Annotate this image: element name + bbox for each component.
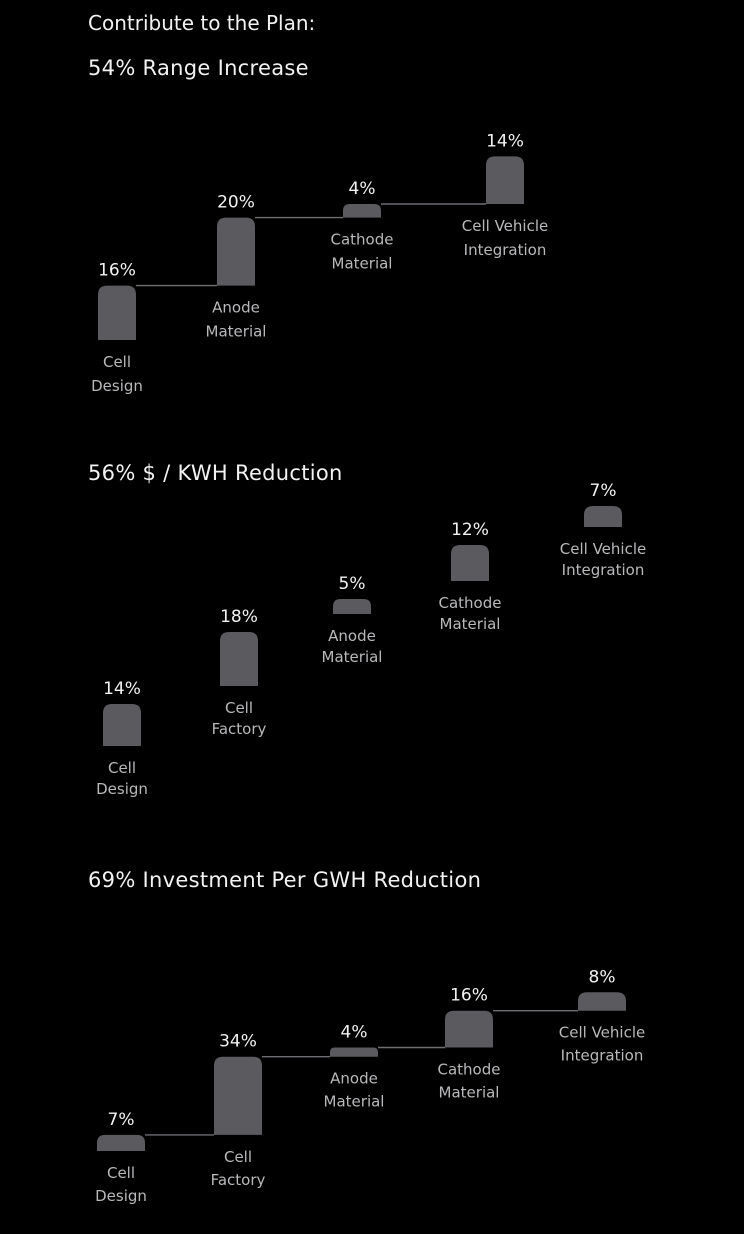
bar-cell-vehicle-integration xyxy=(584,506,622,527)
value-label-cathode-material: 4% xyxy=(349,179,376,199)
bar-cell-design xyxy=(103,704,141,746)
value-label-anode-material: 20% xyxy=(217,193,255,213)
category-label-cell-vehicle-integration: Cell Vehicle xyxy=(559,1024,645,1042)
category-label-cathode-material: Material xyxy=(332,255,393,273)
category-label-cell-factory: Cell xyxy=(225,699,253,717)
category-label-cell-design: Design xyxy=(95,1187,147,1205)
value-label-cell-vehicle-integration: 14% xyxy=(486,131,524,151)
value-label-cell-vehicle-integration: 8% xyxy=(589,967,616,987)
value-label-cell-design: 16% xyxy=(98,261,136,281)
value-label-cell-design: 14% xyxy=(103,679,141,699)
value-label-cathode-material: 12% xyxy=(451,520,489,540)
category-label-anode-material: Anode xyxy=(328,627,376,645)
category-label-cell-design: Cell xyxy=(107,1164,135,1182)
category-label-cell-factory: Factory xyxy=(212,720,267,738)
category-label-cell-vehicle-integration: Integration xyxy=(561,1047,644,1065)
range-increase-chart: 16% Cell Design 20% Anode Material 4% Cathode Ma… xyxy=(91,131,548,395)
category-label-cell-design: Cell xyxy=(108,759,136,777)
bar-cathode-material xyxy=(343,204,381,218)
bar-cell-design xyxy=(98,285,136,340)
category-label-anode-material: Material xyxy=(206,323,267,341)
bar-anode-material xyxy=(217,217,255,286)
category-label-cathode-material: Cathode xyxy=(331,231,394,249)
bar-anode-material xyxy=(330,1047,378,1057)
page-heading: Contribute to the Plan: xyxy=(88,11,316,35)
bar-cell-design xyxy=(97,1134,145,1151)
category-label-cell-design: Design xyxy=(96,780,148,798)
category-label-cathode-material: Cathode xyxy=(438,1061,501,1079)
category-label-cell-design: Cell xyxy=(103,353,131,371)
category-label-cell-design: Design xyxy=(91,377,143,395)
category-label-anode-material: Material xyxy=(322,648,383,666)
category-label-cell-vehicle-integration: Integration xyxy=(562,561,645,579)
bar-cell-factory xyxy=(214,1056,262,1135)
category-label-anode-material: Anode xyxy=(212,299,260,317)
category-label-cell-vehicle-integration: Cell Vehicle xyxy=(462,217,548,235)
value-label-anode-material: 5% xyxy=(339,574,366,594)
category-label-cell-vehicle-integration: Integration xyxy=(464,241,547,259)
value-label-cathode-material: 16% xyxy=(450,986,488,1006)
value-label-anode-material: 4% xyxy=(341,1023,368,1043)
bar-cathode-material xyxy=(445,1010,493,1048)
bar-anode-material xyxy=(333,599,371,614)
kwh-reduction-chart: 14% Cell Design 18% Cell Factory 5% Anode Materi… xyxy=(96,481,646,798)
category-label-cathode-material: Material xyxy=(439,1084,500,1102)
value-label-cell-vehicle-integration: 7% xyxy=(590,481,617,501)
category-label-anode-material: Anode xyxy=(330,1070,378,1088)
bar-cathode-material xyxy=(451,545,489,581)
value-label-cell-factory: 34% xyxy=(219,1032,257,1052)
category-label-anode-material: Material xyxy=(324,1093,385,1111)
category-label-cell-factory: Factory xyxy=(211,1171,266,1189)
category-label-cathode-material: Material xyxy=(440,615,501,633)
range-increase-title: 54% Range Increase xyxy=(88,56,309,80)
investment-reduction-chart: 7% Cell Design 34% Cell Factory 4% Anode Materia… xyxy=(95,967,645,1205)
value-label-cell-factory: 18% xyxy=(220,607,258,627)
category-label-cell-factory: Cell xyxy=(224,1148,252,1166)
bar-cell-factory xyxy=(220,632,258,686)
value-label-cell-design: 7% xyxy=(108,1110,135,1130)
bar-cell-vehicle-integration xyxy=(578,992,626,1011)
bar-cell-vehicle-integration xyxy=(486,156,524,204)
investment-reduction-title: 69% Investment Per GWH Reduction xyxy=(88,868,482,892)
category-label-cell-vehicle-integration: Cell Vehicle xyxy=(560,540,646,558)
category-label-cathode-material: Cathode xyxy=(439,594,502,612)
kwh-reduction-title: 56% $ / KWH Reduction xyxy=(88,461,343,485)
